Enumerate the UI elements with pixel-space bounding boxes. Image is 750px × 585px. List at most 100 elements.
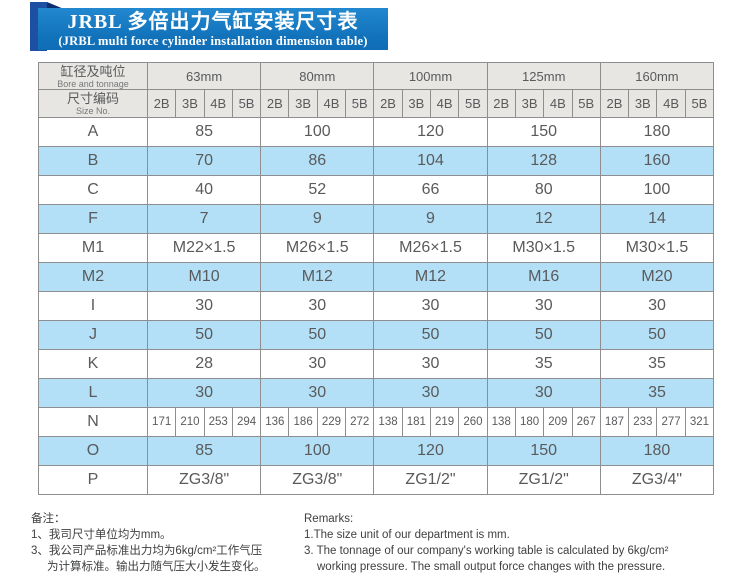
row-label: L [38,378,148,408]
dim-value: 30 [260,378,375,408]
notes-zh: 备注： 1、我司尺寸单位均为mm。 3、我公司产品标准出力均为6kg/cm²工作… [31,511,306,575]
size-code-header: 5B [571,89,601,118]
dim-value: ZG3/4" [599,465,715,495]
size-code-header: 2B [260,89,290,118]
dim-value: 138 [486,407,516,437]
size-code-header: 2B [373,89,403,118]
dim-value: 253 [203,407,233,437]
table-row-K: K 28 30 30 35 35 [38,349,715,379]
notes-en: Remarks: 1.The size unit of our departme… [304,511,749,575]
size-code-header: 4B [203,89,233,118]
row-label: J [38,320,148,350]
dim-value: 150 [486,436,601,466]
bore-tonnage-header: 缸径及吨位 Bore and tonnage [38,62,148,90]
notes-zh-line: 3、我公司产品标准出力均为6kg/cm²工作气压 [31,545,263,557]
row-label: F [38,204,148,234]
row-label: M2 [38,262,148,292]
dim-value: 80 [486,175,601,205]
table-row-B: B 70 86 104 128 160 [38,146,715,176]
dim-value: 30 [146,291,262,321]
notes-zh-line: 1、我司尺寸单位均为mm。 [31,529,172,541]
dim-value: 12 [486,204,601,234]
size-code-header: 4B [656,89,686,118]
dim-value: 294 [231,407,262,437]
dim-value: 9 [373,204,488,234]
notes-zh-title: 备注： [31,513,66,525]
bore-size-header: 125mm [486,62,601,90]
notes-zh-line: 为计算标准。输出力随气压大小发生变化。 [47,561,266,573]
size-code-header: 2B [599,89,630,118]
dim-value: 35 [599,378,715,408]
dim-value: 30 [373,378,488,408]
dim-value: 321 [684,407,715,437]
dim-value: 210 [175,407,205,437]
title-banner: JRBL 多倍出力气缸安装尺寸表 (JRBL multi force cylin… [30,2,395,54]
dim-value: ZG3/8" [260,465,375,495]
dim-value: M16 [486,262,601,292]
dim-value: ZG1/2" [373,465,488,495]
dim-value: 219 [429,407,460,437]
dim-value: 180 [599,436,715,466]
table-row-J: J 50 50 50 50 50 [38,320,715,350]
dim-value: ZG1/2" [486,465,601,495]
dim-value: 267 [571,407,601,437]
size-code-header: 5B [345,89,375,118]
dim-value: 260 [458,407,488,437]
dim-value: 85 [146,117,262,147]
dim-value: 100 [260,117,375,147]
row-label: O [38,436,148,466]
size-code-header: 4B [543,89,573,118]
dim-value: M22×1.5 [146,233,262,263]
dim-value: ZG3/8" [146,465,262,495]
size-code-header: 3B [288,89,318,118]
dim-value: 233 [628,407,658,437]
row-label: I [38,291,148,321]
dim-value: 28 [146,349,262,379]
table-row-P: P ZG3/8" ZG3/8" ZG1/2" ZG1/2" ZG3/4" [38,465,715,495]
dim-value: M12 [260,262,375,292]
dim-value: 30 [373,291,488,321]
dim-value: 66 [373,175,488,205]
dim-value: 30 [599,291,715,321]
dim-value: 104 [373,146,488,176]
dim-value: 30 [146,378,262,408]
row-label: K [38,349,148,379]
bore-tonnage-label-zh: 缸径及吨位 [60,63,126,79]
dim-value: 128 [486,146,601,176]
notes-en-line: working pressure. The small output force… [317,561,666,573]
size-code-header: 4B [429,89,460,118]
banner-plate: JRBL 多倍出力气缸安装尺寸表 (JRBL multi force cylin… [38,8,388,50]
dim-value: 14 [599,204,715,234]
row-label: B [38,146,148,176]
row-label: P [38,465,148,495]
page-subtitle: (JRBL multi force cylinder installation … [58,34,368,48]
dim-value: 180 [599,117,715,147]
size-no-label-en: Size No. [75,106,110,116]
table-row-L: L 30 30 30 30 35 [38,378,715,408]
header-row-1: 缸径及吨位 Bore and tonnage 63mm 80mm 100mm 125m… [38,62,715,90]
dim-value: M20 [599,262,715,292]
row-label: M1 [38,233,148,263]
table-row-M2: M2 M10 M12 M12 M16 M20 [38,262,715,292]
header-row-2: 尺寸编码 Size No. 2B 3B 4B 5B 2B 3B 4B 5B 2B 3B 4B 5B 2B… [38,89,715,118]
dim-value: 150 [486,117,601,147]
table-row-I: I 30 30 30 30 30 [38,291,715,321]
table-row-F: F 7 9 9 12 14 [38,204,715,234]
table-row-N: N 171 210 253 294 136 186 229 272 138 181 219 260 138… [38,407,715,437]
dim-value: 50 [599,320,715,350]
dim-value: 30 [260,349,375,379]
size-code-header: 3B [514,89,545,118]
table-body: A 85 100 120 150 180 B 70 86 104 128 160 C 40 52 66 80 10… [38,117,715,495]
dim-value: 100 [599,175,715,205]
size-code-header: 4B [316,89,347,118]
size-no-label-zh: 尺寸编码 [66,91,119,106]
notes-en-title: Remarks: [304,513,354,525]
size-code-header: 2B [486,89,516,118]
dim-value: 120 [373,436,488,466]
table-row-M1: M1 M22×1.5 M26×1.5 M26×1.5 M30×1.5 M30×1.5 [38,233,715,263]
dim-value: 7 [146,204,262,234]
dim-value: 30 [486,291,601,321]
dim-value: 160 [599,146,715,176]
dim-value: 9 [260,204,375,234]
dim-value: 187 [599,407,630,437]
